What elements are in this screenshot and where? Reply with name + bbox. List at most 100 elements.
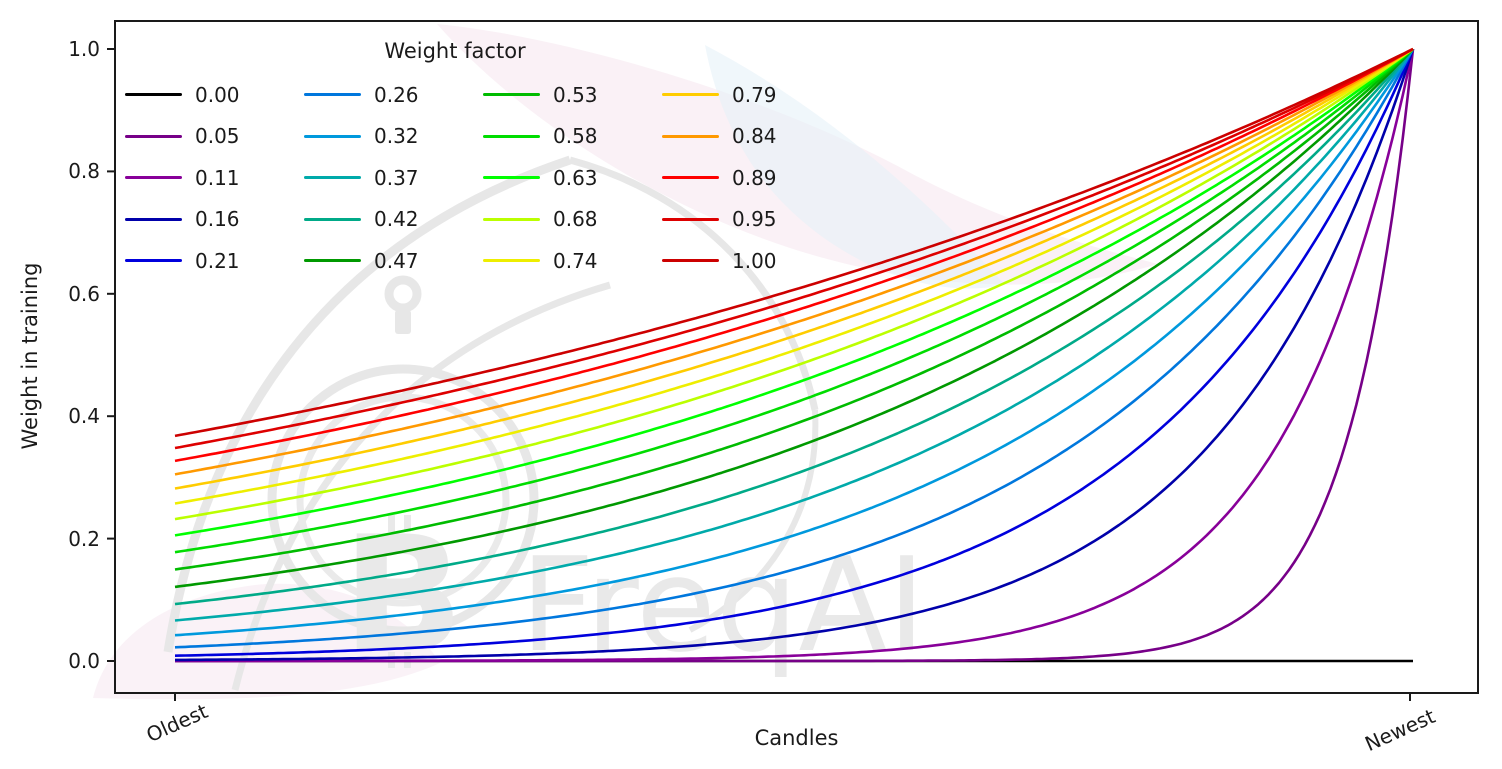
y-tick-label: 0.4	[68, 404, 100, 429]
y-axis-label: Weight in training	[18, 262, 42, 450]
legend-swatch	[483, 259, 540, 263]
legend-label: 0.63	[553, 165, 598, 190]
series-line-0.63	[174, 47, 1414, 537]
legend-label: 0.95	[732, 207, 777, 232]
legend-label: 0.58	[553, 124, 598, 149]
legend-label: 0.21	[195, 248, 240, 273]
legend-label: 0.47	[374, 248, 419, 273]
series-line-0.21	[174, 48, 1415, 657]
bitcoin-bar	[404, 515, 411, 532]
legend-swatch	[483, 217, 540, 221]
legend-label: 0.37	[374, 165, 419, 190]
legend-item: 0.53	[483, 74, 662, 116]
legend-item: 0.89	[662, 157, 841, 199]
legend-swatch	[662, 93, 719, 97]
stopwatch-crown-stem	[395, 310, 411, 334]
stopwatch-inner-ring	[296, 393, 510, 607]
y-tick-label: 0.2	[68, 526, 100, 551]
legend-label: 0.26	[374, 82, 419, 107]
tick-marks	[107, 48, 1411, 701]
legend-item: 1.00	[662, 240, 841, 282]
legend-swatch	[304, 259, 361, 263]
series-line-0.74	[174, 47, 1414, 505]
legend-item: 0.26	[304, 74, 483, 116]
series-line-0.26	[174, 48, 1415, 649]
legend-swatch	[304, 134, 361, 138]
legend-item: 0.95	[662, 199, 841, 241]
legend-swatch	[483, 176, 540, 180]
legend-swatch	[125, 217, 182, 221]
stopwatch-logo	[163, 155, 819, 691]
legend-item: 0.42	[304, 199, 483, 241]
legend: Weight factor 0.00 0.05 0.11 0.16 0.21 0.26 0.…	[125, 38, 825, 282]
legend-item: 0.47	[304, 240, 483, 282]
series-line-0.47	[174, 48, 1414, 589]
stopwatch-outer-ring	[267, 364, 539, 636]
stopwatch-crown	[384, 275, 422, 313]
series-line-0.11	[175, 48, 1415, 663]
legend-swatch	[304, 217, 361, 221]
legend-label: 0.05	[195, 124, 240, 149]
legend-label: 0.00	[195, 82, 240, 107]
y-tick-label: 0.6	[68, 281, 100, 306]
legend-label: 0.16	[195, 207, 240, 232]
series-line-0.84	[174, 47, 1414, 476]
legend-item: 0.05	[125, 116, 304, 158]
legend-swatch	[125, 259, 182, 263]
legend-label: 0.11	[195, 165, 240, 190]
legend-swatch	[483, 93, 540, 97]
series-line-0.58	[174, 48, 1414, 554]
legend-item: 0.00	[125, 74, 304, 116]
legend-label: 0.68	[553, 207, 598, 232]
series-line-0.68	[174, 47, 1414, 521]
legend-item: 0.21	[125, 240, 304, 282]
legend-swatch	[304, 93, 361, 97]
legend-swatch	[662, 134, 719, 138]
legend-label: 0.84	[732, 124, 777, 149]
legend-swatch	[304, 176, 361, 180]
legend-swatch	[125, 134, 182, 138]
legend-label: 0.89	[732, 165, 777, 190]
legend-item: 0.63	[483, 157, 662, 199]
legend-swatch	[662, 259, 719, 263]
series-line-0.32	[174, 48, 1415, 637]
legend-item: 0.37	[304, 157, 483, 199]
axes-spines	[114, 20, 1479, 694]
series-curves	[174, 47, 1415, 663]
legend-label: 0.42	[374, 207, 419, 232]
legend-item: 0.58	[483, 116, 662, 158]
x-axis-label: Candles	[754, 726, 839, 750]
legend-item: 0.84	[662, 116, 841, 158]
series-line-0.37	[174, 48, 1415, 622]
series-line-0.89	[174, 47, 1414, 463]
y-tick-label: 0.0	[68, 649, 100, 673]
legend-label: 1.00	[732, 248, 777, 273]
series-line-0.79	[174, 47, 1414, 490]
legend-swatch	[125, 93, 182, 97]
legend-item: 0.32	[304, 116, 483, 158]
legend-item: 0.79	[662, 74, 841, 116]
series-line-0.53	[174, 48, 1414, 571]
legend-item: 0.68	[483, 199, 662, 241]
legend-entries: 0.00 0.05 0.11 0.16 0.21 0.26 0.32 0.37 0.42 0.47…	[125, 74, 825, 282]
legend-swatch	[662, 217, 719, 221]
legend-title: Weight factor	[384, 39, 526, 63]
legend-label: 0.74	[553, 248, 598, 273]
series-line-1.00	[174, 47, 1414, 438]
legend-item: 0.74	[483, 240, 662, 282]
legend-label: 0.79	[732, 82, 777, 107]
series-line-0.95	[174, 47, 1414, 450]
legend-swatch	[662, 176, 719, 180]
legend-swatch	[125, 176, 182, 180]
bitcoin-bar	[388, 515, 395, 532]
legend-swatch	[483, 134, 540, 138]
legend-item: 0.11	[125, 157, 304, 199]
series-line-0.42	[174, 48, 1414, 606]
series-line-0.16	[175, 48, 1415, 662]
y-tick-label: 0.8	[68, 159, 100, 184]
legend-item: 0.16	[125, 199, 304, 241]
y-tick-label: 1.0	[68, 37, 100, 61]
watermark-leaf-blue	[705, 45, 1005, 289]
